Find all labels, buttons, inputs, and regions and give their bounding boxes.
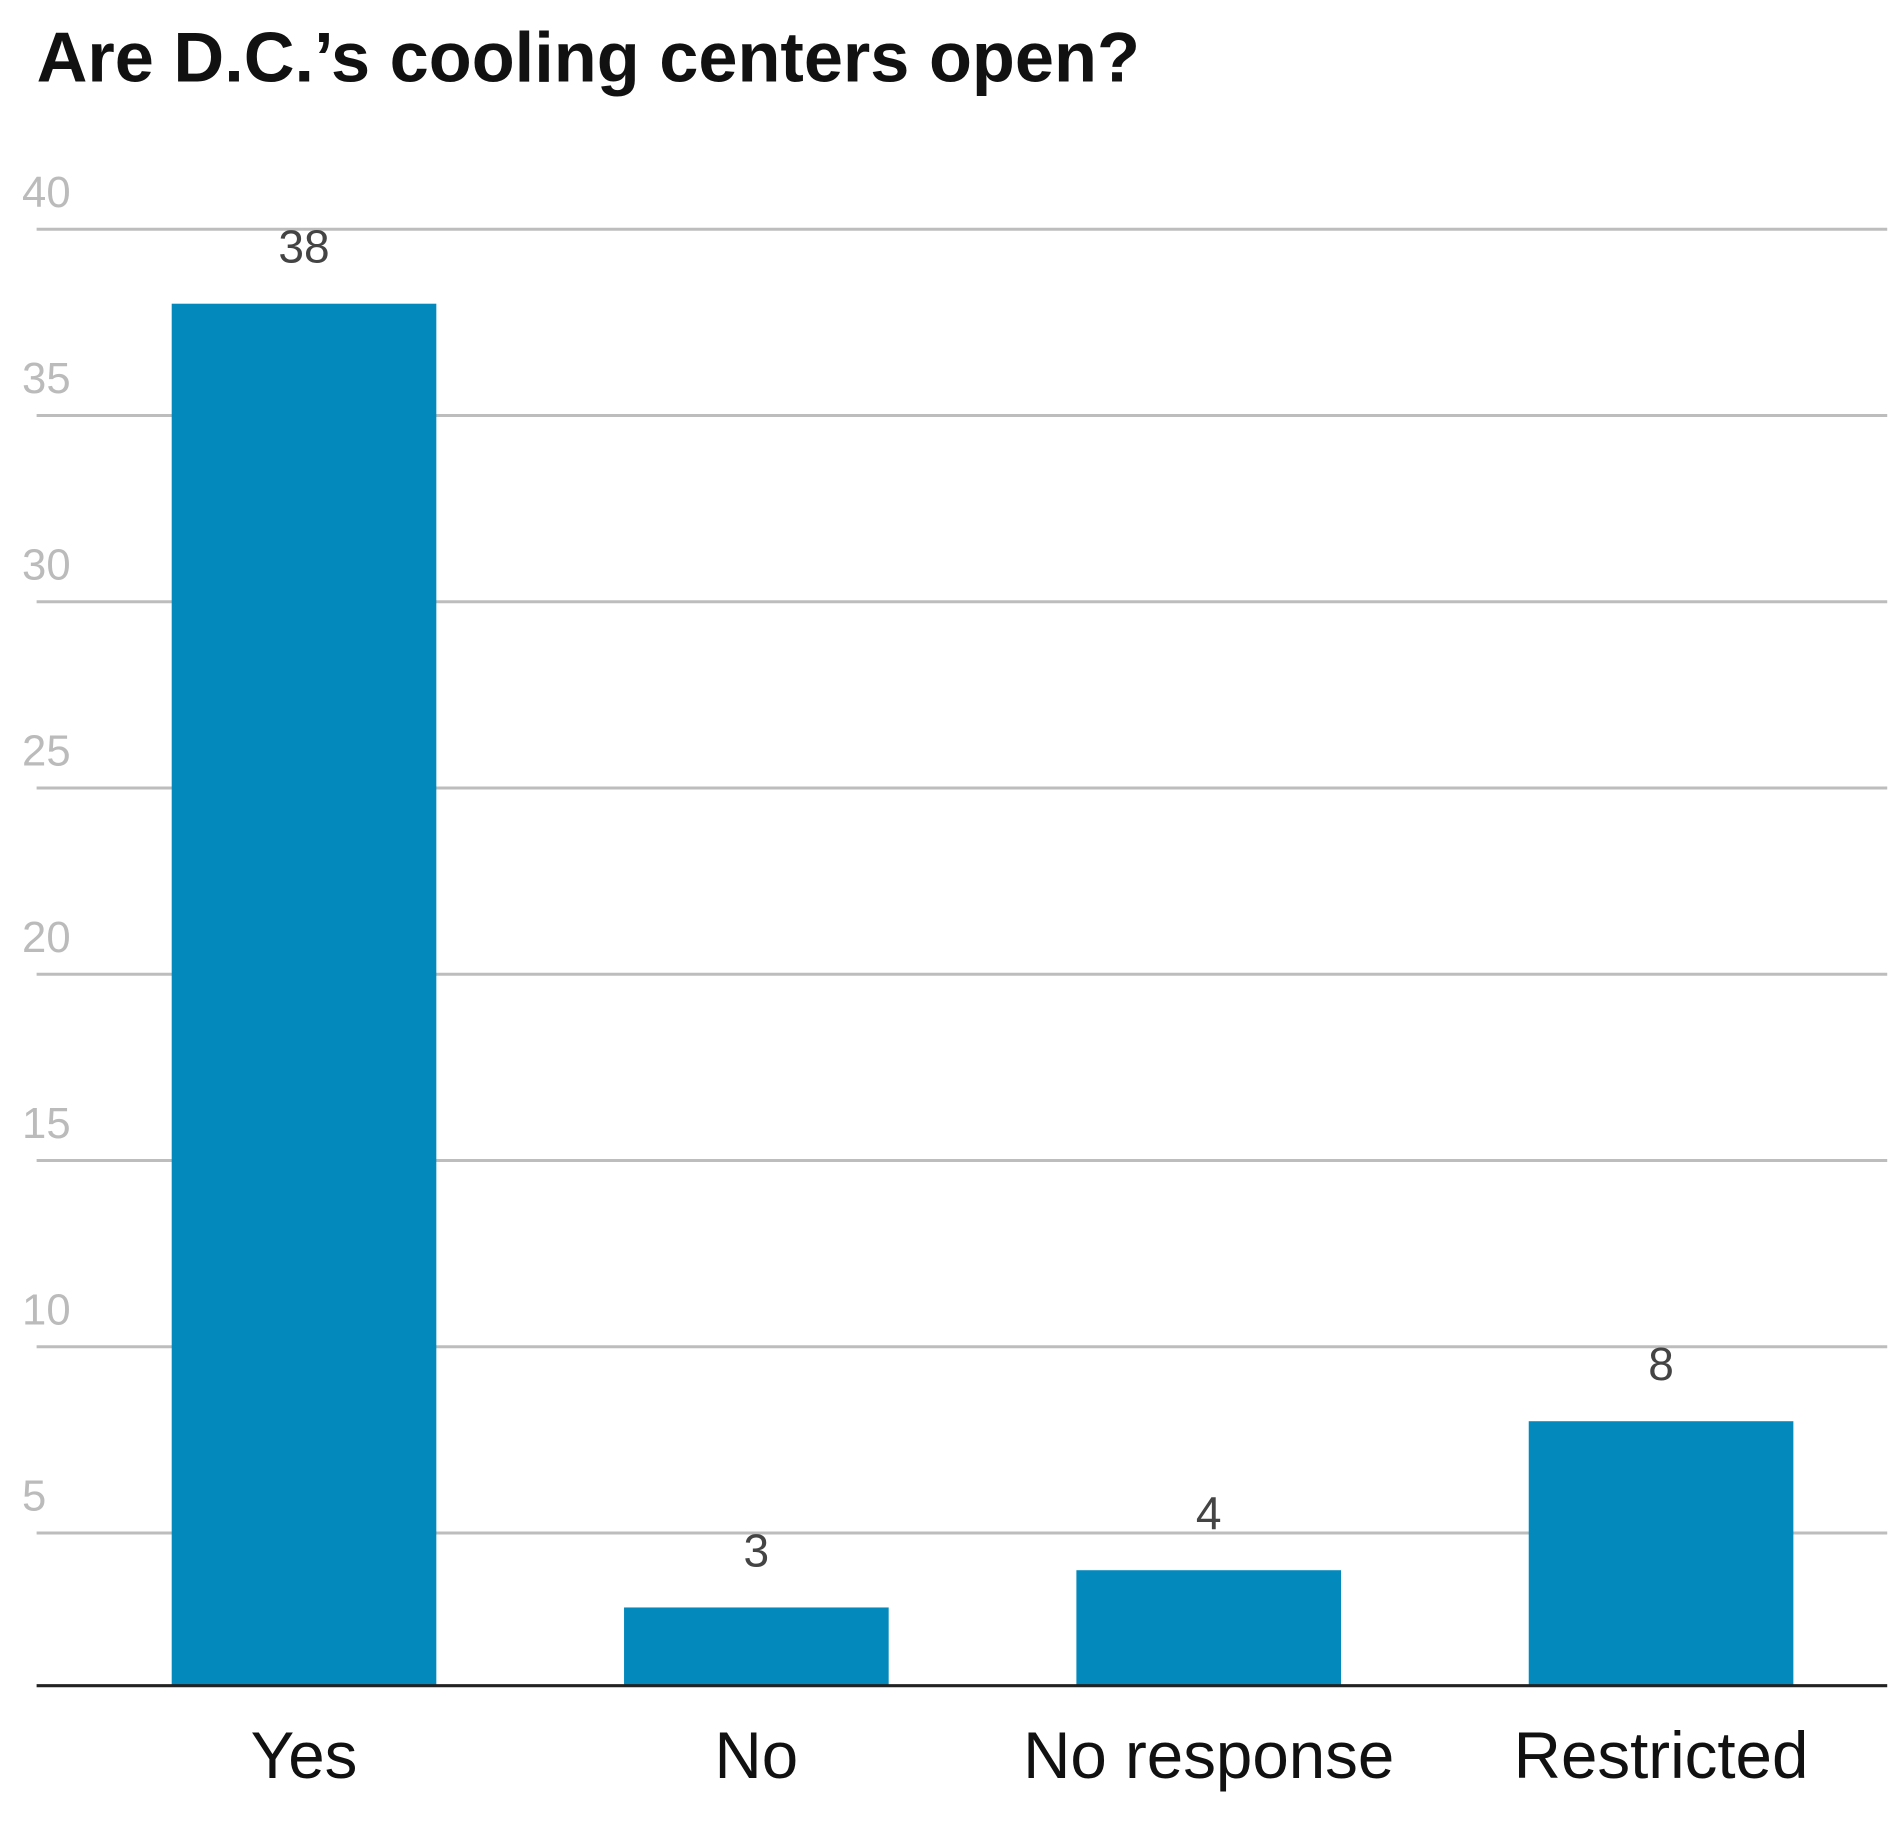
- x-tick-label: No response: [1023, 1719, 1394, 1792]
- y-tick-label: 30: [22, 540, 71, 589]
- y-tick-label: 5: [22, 1472, 46, 1521]
- bar: [171, 303, 437, 1686]
- x-tick-label: Yes: [251, 1719, 358, 1792]
- value-label: 38: [278, 221, 329, 273]
- y-tick-label: 15: [22, 1099, 71, 1148]
- y-tick-label: 25: [22, 727, 71, 776]
- x-tick-label: Restricted: [1514, 1719, 1809, 1792]
- y-tick-label: 35: [22, 354, 71, 403]
- chart-title: Are D.C.’s cooling centers open?: [37, 18, 1140, 97]
- value-label: 3: [744, 1524, 770, 1576]
- value-label: 8: [1648, 1338, 1674, 1390]
- y-tick-label: 20: [22, 913, 71, 962]
- y-tick-label: 10: [22, 1285, 71, 1334]
- y-tick-label: 40: [22, 168, 71, 217]
- value-label: 4: [1196, 1487, 1222, 1539]
- bar: [624, 1607, 889, 1686]
- x-tick-label: No: [715, 1719, 799, 1792]
- bar: [1076, 1570, 1342, 1686]
- bar: [1528, 1421, 1794, 1686]
